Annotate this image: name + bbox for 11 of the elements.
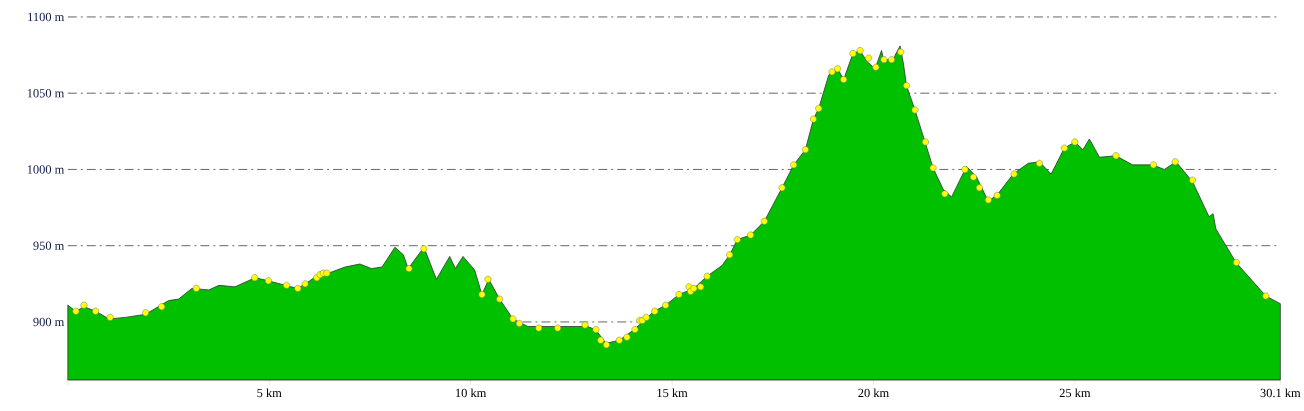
y-tick-label: 950 m (33, 241, 65, 250)
x-tick-label: 15 km (657, 388, 688, 398)
x-tick-label: 20 km (858, 388, 889, 398)
y-tick-label: 900 m (33, 317, 65, 327)
y-tick-label: 1000 m (27, 165, 65, 174)
x-tick-label: 25 km (1059, 388, 1091, 398)
x-tick-label: 10 km (456, 388, 487, 398)
x-tick-label: 30.1 km (1260, 388, 1301, 398)
x-tick-label: 5 km (257, 388, 282, 398)
y-tick-label: 1100 m (28, 12, 65, 22)
y-tick-label: 1050 m (27, 89, 65, 98)
